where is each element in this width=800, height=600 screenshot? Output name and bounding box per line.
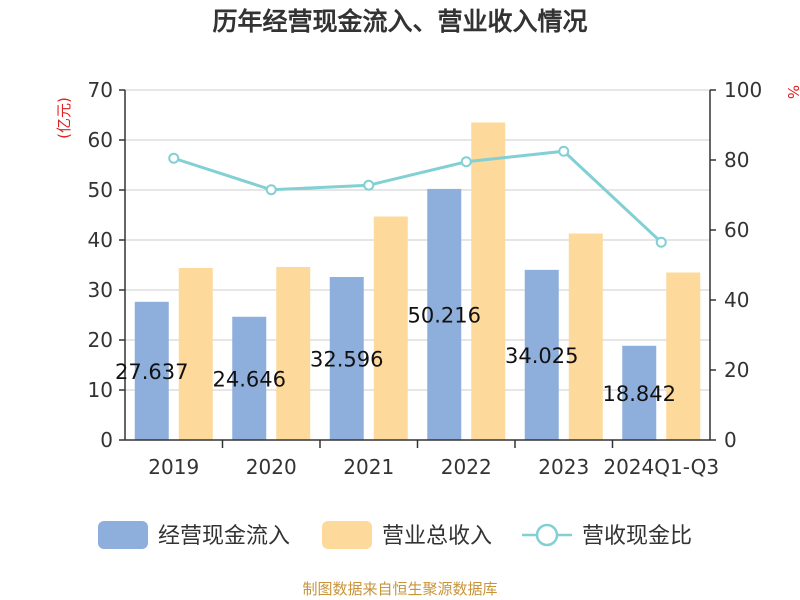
y-right-unit-label: % bbox=[784, 85, 800, 99]
axes: 0 10 20 30 40 50 60 70 0 20 40 60 80 100 (亿元)% 2019 2020… bbox=[55, 78, 800, 479]
ratio-line bbox=[168, 145, 667, 248]
legend-label: 营收现金比 bbox=[582, 524, 692, 549]
ratio-point bbox=[265, 184, 277, 196]
cash-inflow-data-label: 34.025 bbox=[505, 344, 578, 368]
y-left-tick-label: 30 bbox=[88, 278, 113, 302]
y-left-tick-label: 0 bbox=[100, 428, 113, 452]
ratio-point bbox=[558, 145, 570, 157]
revenue-bar bbox=[178, 268, 213, 440]
data-labels: 27.637 24.646 32.596 50.216 34.025 18.842 bbox=[115, 303, 676, 405]
gridlines bbox=[125, 89, 710, 391]
cash-inflow-bar bbox=[622, 345, 657, 440]
ratio-point bbox=[363, 179, 375, 191]
y-left-tick-label: 70 bbox=[88, 78, 113, 102]
y-left-tick-label: 20 bbox=[88, 328, 113, 352]
ratio-point bbox=[168, 152, 180, 164]
x-tick-label: 2024Q1-Q3 bbox=[603, 455, 719, 479]
y-left-unit-label: (亿元) bbox=[55, 97, 73, 139]
cash-inflow-bar bbox=[134, 301, 169, 440]
ratio-point bbox=[460, 156, 472, 168]
revenue-bar bbox=[276, 267, 311, 440]
bars bbox=[134, 122, 701, 440]
y-right-tick-label: 100 bbox=[724, 78, 762, 102]
revenue-bar bbox=[666, 272, 701, 440]
y-left-tick-label: 60 bbox=[88, 128, 113, 152]
legend-label: 经营现金流入 bbox=[158, 524, 290, 549]
y-right-tick-label: 20 bbox=[724, 358, 749, 382]
revenue-bar bbox=[373, 216, 408, 440]
legend-swatch-cash-inflow bbox=[98, 521, 148, 549]
x-tick-label: 2022 bbox=[441, 455, 492, 479]
y-right-tick-label: 0 bbox=[724, 428, 737, 452]
legend-swatch-ratio-marker bbox=[535, 523, 559, 547]
y-left-tick-label: 10 bbox=[88, 378, 113, 402]
cash-inflow-data-label: 24.646 bbox=[213, 367, 286, 391]
cash-inflow-data-label: 50.216 bbox=[408, 303, 481, 327]
revenue-bar bbox=[568, 233, 603, 440]
ratio-line-path bbox=[173, 149, 663, 244]
ratio-point bbox=[655, 236, 667, 248]
cash-inflow-data-label: 27.637 bbox=[115, 360, 188, 384]
x-tick-label: 2023 bbox=[538, 455, 589, 479]
cash-inflow-bar bbox=[232, 316, 267, 440]
cash-inflow-bar bbox=[524, 269, 559, 440]
y-left-tick-label: 50 bbox=[88, 178, 113, 202]
cash-inflow-bar bbox=[427, 188, 462, 440]
y-left-tick-label: 40 bbox=[88, 228, 113, 252]
cash-inflow-bar bbox=[329, 277, 364, 440]
cash-inflow-data-label: 18.842 bbox=[603, 382, 676, 406]
cash-inflow-data-label: 32.596 bbox=[310, 348, 383, 372]
y-right-tick-label: 80 bbox=[724, 148, 749, 172]
y-right-tick-label: 40 bbox=[724, 288, 749, 312]
source-note: 制图数据来自恒生聚源数据库 bbox=[302, 580, 498, 598]
y-right-tick-label: 60 bbox=[724, 218, 749, 242]
revenue-bar bbox=[471, 122, 506, 440]
legend: 经营现金流入 营业总收入 营收现金比 bbox=[98, 521, 692, 549]
x-tick-label: 2020 bbox=[246, 455, 297, 479]
x-tick-label: 2019 bbox=[148, 455, 199, 479]
x-tick-label: 2021 bbox=[343, 455, 394, 479]
legend-swatch-revenue bbox=[322, 521, 372, 549]
legend-label: 营业总收入 bbox=[382, 524, 492, 549]
chart-title: 历年经营现金流入、营业收入情况 bbox=[212, 7, 588, 36]
